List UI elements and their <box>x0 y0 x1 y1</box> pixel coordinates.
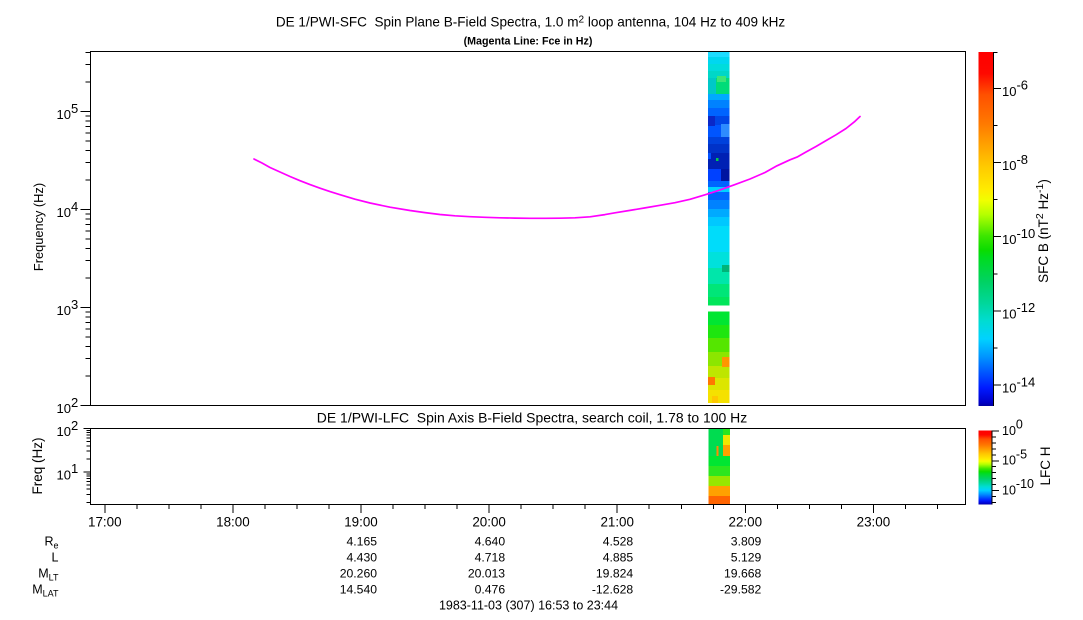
svg-text:5.129: 5.129 <box>731 551 762 565</box>
svg-text:20.013: 20.013 <box>468 567 505 581</box>
svg-text:22:00: 22:00 <box>729 515 763 530</box>
svg-text:17:00: 17:00 <box>88 515 122 530</box>
svg-text:SFC B (nT2 Hz-1): SFC B (nT2 Hz-1) <box>1034 179 1051 283</box>
svg-text:4.718: 4.718 <box>475 551 506 565</box>
svg-text:18:00: 18:00 <box>216 515 250 530</box>
svg-text:23:00: 23:00 <box>857 515 891 530</box>
svg-text:19:00: 19:00 <box>344 515 378 530</box>
svg-text:DE 1/PWI-LFC Spin Axis B-Fiel: DE 1/PWI-LFC Spin Axis B-Field Spectra, … <box>317 410 747 426</box>
svg-text:19.824: 19.824 <box>596 567 633 581</box>
svg-text:19.668: 19.668 <box>724 567 761 581</box>
svg-text:DE 1/PWI-SFC Spin Plane B-Fie: DE 1/PWI-SFC Spin Plane B-Field Spectra,… <box>276 14 786 29</box>
svg-text:14.540: 14.540 <box>340 583 377 597</box>
svg-text:-12.628: -12.628 <box>592 583 634 597</box>
svg-text:1983-11-03 (307) 16:53 to 23:4: 1983-11-03 (307) 16:53 to 23:44 <box>439 598 618 612</box>
svg-text:LFC H: LFC H <box>1038 446 1053 485</box>
svg-text:Frequency (Hz): Frequency (Hz) <box>31 183 46 271</box>
svg-text:(Magenta Line: Fce in Hz): (Magenta Line: Fce in Hz) <box>464 35 593 47</box>
svg-text:20.260: 20.260 <box>340 567 377 581</box>
svg-text:0.476: 0.476 <box>475 583 506 597</box>
svg-text:4.640: 4.640 <box>475 535 506 549</box>
svg-text:4.528: 4.528 <box>603 535 634 549</box>
svg-text:Freq (Hz): Freq (Hz) <box>30 438 45 495</box>
svg-text:20:00: 20:00 <box>472 515 506 530</box>
svg-text:4.430: 4.430 <box>347 551 378 565</box>
svg-text:4.885: 4.885 <box>603 551 634 565</box>
svg-text:21:00: 21:00 <box>600 515 634 530</box>
svg-text:3.809: 3.809 <box>731 535 762 549</box>
svg-text:-29.582: -29.582 <box>720 583 762 597</box>
svg-text:4.165: 4.165 <box>347 535 378 549</box>
svg-text:L: L <box>52 551 59 565</box>
